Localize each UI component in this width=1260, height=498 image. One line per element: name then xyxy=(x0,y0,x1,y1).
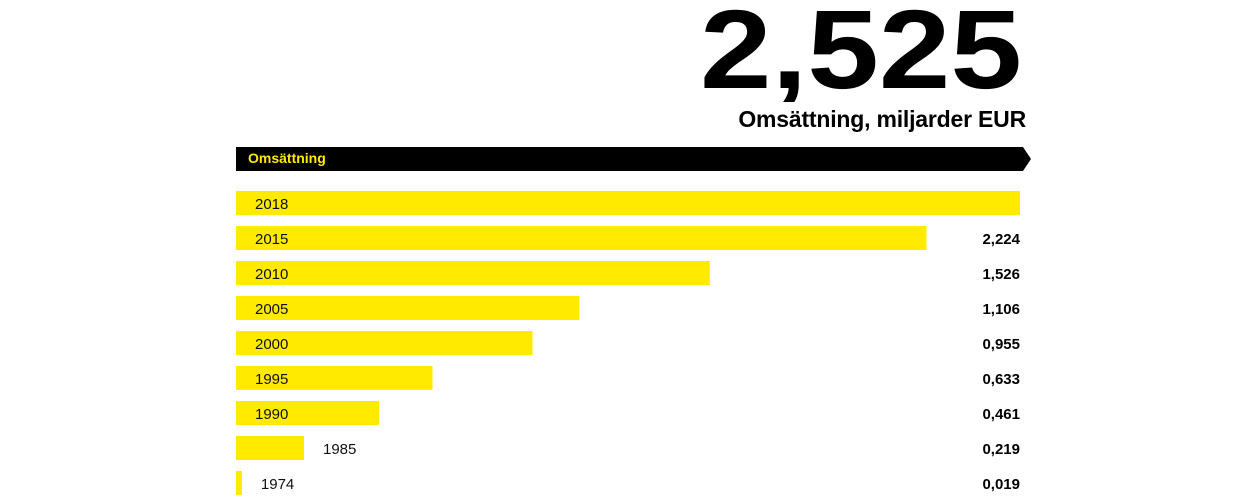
bar-1985 xyxy=(236,436,304,460)
bar-2015 xyxy=(236,226,927,250)
bar-2000 xyxy=(236,331,533,355)
value-label: 1,526 xyxy=(982,266,1020,283)
bar-2010 xyxy=(236,261,710,285)
category-label: 1974 xyxy=(261,476,294,493)
headline-caption: Omsättning, miljarder EUR xyxy=(738,106,1026,132)
category-label: 1985 xyxy=(323,441,356,458)
value-label: 0,955 xyxy=(982,336,1020,353)
chart-title: Omsättning xyxy=(248,150,326,166)
category-label: 2005 xyxy=(255,301,288,318)
banner-arrow-shape xyxy=(236,147,1031,171)
bar-1990 xyxy=(236,401,380,425)
category-label: 1990 xyxy=(255,406,288,423)
category-label: 1995 xyxy=(255,371,288,388)
value-label: 0,461 xyxy=(982,406,1020,423)
bar-1995 xyxy=(236,366,433,390)
bar-2005 xyxy=(236,296,580,320)
bar-1974 xyxy=(236,471,242,495)
chart-banner: Omsättning xyxy=(236,147,1031,171)
headline-value: 2,525 xyxy=(700,0,1026,102)
value-label: 2,224 xyxy=(982,231,1020,248)
category-label: 2010 xyxy=(255,266,288,283)
category-label: 2000 xyxy=(255,336,288,353)
value-label: 1,106 xyxy=(982,301,1020,318)
headline-number: 2,525 xyxy=(700,0,1022,102)
bar-2018 xyxy=(236,191,1020,215)
value-label: 0,633 xyxy=(982,371,1020,388)
value-label: 0,219 xyxy=(982,441,1020,458)
value-label: 0,019 xyxy=(982,476,1020,493)
category-label: 2015 xyxy=(255,231,288,248)
category-label: 2018 xyxy=(255,196,288,213)
